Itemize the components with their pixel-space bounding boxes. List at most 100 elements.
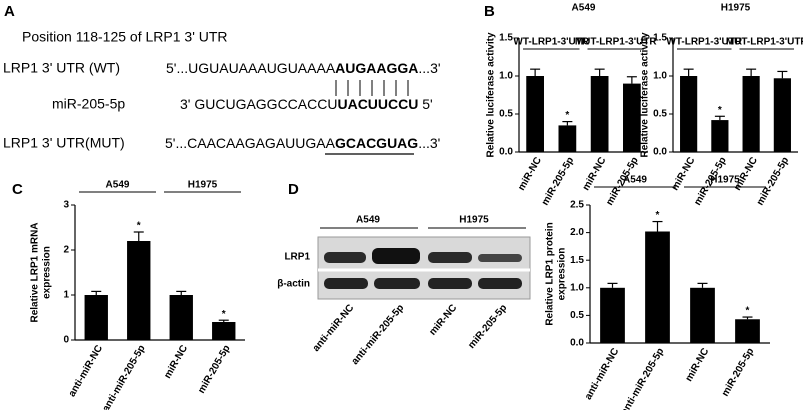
- y-tick-label: 2: [63, 245, 69, 256]
- y-tick-label: 0.5: [499, 109, 513, 120]
- x-tick-label: anti-miR-205-5p: [101, 343, 148, 410]
- group-label: MUT-LRP1-3'UTR: [726, 37, 803, 48]
- x-tick-label: anti-miR-NC: [583, 346, 621, 402]
- y-axis-label: Relative luciferase activity: [640, 32, 651, 158]
- seq-part: 5': [418, 96, 432, 112]
- significance-mark: *: [718, 105, 722, 116]
- x-tick-label: miR-NC: [162, 343, 190, 380]
- seq-seed: UACUUCCU: [337, 96, 418, 112]
- bar: [773, 78, 791, 152]
- y-tick-label: 3: [63, 200, 69, 211]
- chart-title: A549: [572, 3, 596, 14]
- error-bar: [777, 70, 788, 79]
- sequence: 5'...UGUAUAAAUGUAAAAAUGAAGGA...3': [166, 60, 441, 76]
- blot-membrane: [317, 236, 531, 300]
- bar: [558, 125, 577, 152]
- blot-row-label: β-actin: [277, 279, 310, 290]
- seq-seed: AUGAAGGA: [335, 60, 418, 76]
- error-bar: [218, 319, 229, 322]
- band: [372, 248, 420, 264]
- x-tick-label: miR-205-5p: [196, 343, 232, 395]
- blot-group-label: H1975: [459, 215, 489, 226]
- row-label: LRP1 3' UTR (WT): [3, 60, 120, 76]
- band: [478, 254, 522, 262]
- bar: [680, 76, 698, 152]
- band: [374, 278, 420, 289]
- band: [428, 278, 472, 289]
- significance-mark: *: [222, 309, 226, 320]
- error-bar: [594, 68, 605, 76]
- y-tick-label: 0.5: [570, 310, 584, 321]
- panel-label: D: [288, 181, 299, 198]
- y-tick-label: 0: [63, 335, 69, 346]
- bar: [526, 76, 544, 152]
- group-label: WT-LRP1-3'UTR: [666, 37, 742, 48]
- seq-seed: GCACGUAG: [335, 135, 418, 151]
- group-label: MUT-LRP1-3'UTR: [575, 37, 658, 48]
- lane-label: anti-miR-NC: [311, 303, 357, 354]
- x-tick-label: anti-miR-205-5p: [619, 346, 666, 410]
- y-tick-label: 2.0: [570, 227, 584, 238]
- seq-part: 3' GUCUGAGGCCACCU: [180, 96, 337, 112]
- sequence: 5'...CAACAAGAGAUUGAAGCACGUAG...3': [165, 135, 440, 151]
- lane-label: miR-NC: [427, 303, 459, 338]
- bar: [735, 319, 760, 343]
- y-axis-label: expression: [42, 246, 53, 299]
- y-tick-label: 1.5: [499, 33, 513, 44]
- base-pairing: [335, 80, 409, 96]
- error-bar: [133, 231, 144, 241]
- bar: [742, 76, 760, 152]
- seq-part: ...3': [418, 60, 440, 76]
- bar: [212, 322, 236, 340]
- bar: [600, 287, 625, 343]
- y-tick-label: 1.5: [570, 255, 584, 266]
- error-bar: [683, 68, 694, 76]
- bar: [690, 287, 715, 343]
- sequence: 3' GUCUGAGGCCACCUUACUUCCU 5': [180, 96, 433, 112]
- bar: [84, 295, 108, 340]
- x-tick-label: miR-NC: [684, 346, 712, 383]
- x-tick-label: anti-miR-NC: [67, 343, 105, 399]
- y-tick-label: 1.0: [499, 71, 513, 82]
- chart-title: H1975: [721, 3, 751, 14]
- error-bar: [607, 282, 618, 288]
- x-tick-label: miR-205-5p: [720, 346, 756, 398]
- row-label: miR-205-5p: [52, 96, 125, 112]
- bar: [623, 83, 641, 152]
- bar: [645, 231, 670, 343]
- x-tick-label: miR-205-5p: [755, 155, 791, 207]
- blot-row-label: LRP1: [284, 252, 310, 263]
- panel-label: C: [12, 181, 23, 198]
- group-label: H1975: [188, 180, 218, 191]
- y-tick-label: 0.0: [653, 147, 667, 158]
- error-bar: [697, 282, 708, 288]
- western-blot: LRP1 β-actin A549 H1975 anti-miR-NC anti…: [277, 215, 531, 368]
- error-bar: [626, 76, 637, 84]
- error-bar: [530, 68, 541, 76]
- panel-label: A: [4, 3, 15, 20]
- y-axis-label: Relative luciferase activity: [486, 32, 497, 158]
- panel-a-title: Position 118-125 of LRP1 3' UTR: [22, 29, 228, 45]
- row-label: LRP1 3' UTR(MUT): [3, 135, 125, 151]
- lane-label: anti-miR-205-5p: [350, 303, 407, 368]
- group-label: H1975: [710, 175, 740, 186]
- y-axis-label: expression: [557, 248, 568, 301]
- seq-part: ...3': [418, 135, 440, 151]
- blot-group-label: A549: [356, 215, 380, 226]
- y-tick-label: 0.0: [499, 147, 513, 158]
- bar: [127, 241, 151, 340]
- lane-label: miR-205-5p: [466, 303, 509, 351]
- error-bar: [746, 68, 757, 76]
- x-tick-label: miR-NC: [516, 155, 544, 192]
- y-tick-label: 1.5: [653, 33, 667, 44]
- significance-mark: *: [137, 221, 141, 232]
- band: [428, 252, 472, 263]
- y-tick-label: 0.5: [653, 109, 667, 120]
- seq-part: 5'...CAACAAGAGAUUGAA: [165, 135, 336, 151]
- error-bar: [176, 290, 187, 295]
- significance-mark: *: [656, 210, 660, 221]
- y-tick-label: 0.0: [570, 338, 584, 349]
- group-label: WT-LRP1-3'UTR: [513, 37, 589, 48]
- y-axis-label: Relative LRP1 protein: [545, 222, 556, 325]
